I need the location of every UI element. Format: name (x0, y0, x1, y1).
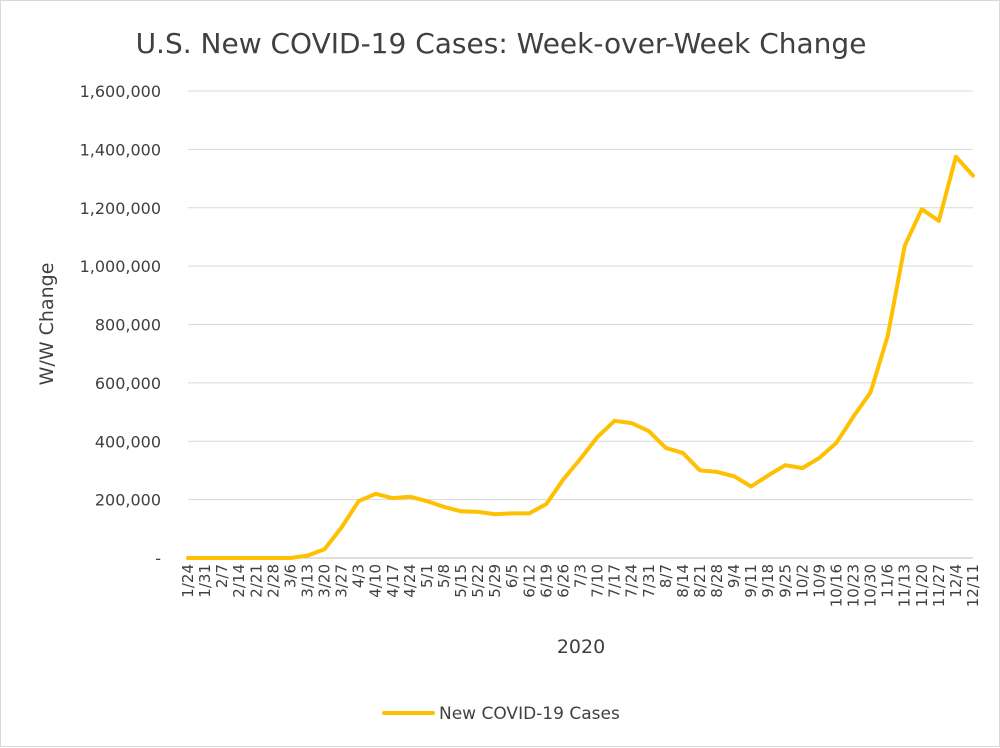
x-tick-label: 7/3 (572, 564, 590, 588)
chart-title: U.S. New COVID-19 Cases: Week-over-Week … (136, 27, 867, 60)
y-tick-label: 400,000 (95, 432, 161, 451)
x-tick-label: 4/24 (401, 564, 419, 598)
x-tick-label: 8/14 (674, 564, 692, 598)
gridlines (188, 90, 973, 501)
x-tick-label: 2/7 (213, 564, 231, 588)
x-tick-label: 12/11 (964, 564, 982, 607)
x-tick-label: 4/3 (350, 564, 368, 588)
x-tick-label: 9/25 (776, 564, 794, 598)
y-tick-label: 1,200,000 (80, 199, 161, 218)
x-tick-label: 7/10 (589, 564, 607, 598)
y-tick-label: 600,000 (95, 374, 161, 393)
x-tick-label: 11/20 (913, 564, 931, 607)
x-tick-label: 7/24 (623, 564, 641, 598)
x-tick-label: 2/28 (264, 564, 282, 598)
x-tick-label: 3/20 (316, 564, 334, 598)
x-tick-label: 5/29 (486, 564, 504, 598)
x-tick-label: 11/6 (879, 564, 897, 598)
x-tick-label: 3/6 (281, 564, 299, 588)
x-axis-title: 2020 (557, 636, 605, 658)
x-tick-label: 10/16 (827, 564, 845, 607)
y-axis-ticks: - 200,000 400,000 600,000 800,000 1,000,000 1,… (80, 82, 161, 568)
x-tick-label: 5/1 (418, 564, 436, 588)
y-tick-label: 200,000 (95, 491, 161, 510)
x-tick-label: 1/24 (179, 564, 197, 598)
x-axis-ticks: 1/24 1/31 2/7 2/14 2/21 2/28 3/6 3/13 3/20 3/27 4/… (179, 564, 982, 607)
y-tick-label: 1,000,000 (80, 257, 161, 276)
x-tick-label: 6/5 (503, 564, 521, 588)
x-tick-label: 3/27 (333, 564, 351, 598)
x-tick-label: 5/22 (469, 564, 487, 598)
x-tick-label: 9/18 (759, 564, 777, 598)
x-tick-label: 2/21 (247, 564, 265, 598)
x-tick-label: 10/2 (793, 564, 811, 598)
x-tick-label: 9/11 (742, 564, 760, 598)
x-tick-label: 5/8 (435, 564, 453, 588)
x-tick-label: 12/4 (947, 564, 965, 598)
x-tick-label: 10/30 (862, 564, 880, 607)
x-tick-label: 4/10 (367, 564, 385, 598)
x-tick-label: 8/21 (691, 564, 709, 598)
x-tick-label: 7/31 (640, 564, 658, 598)
series-lines (186, 154, 975, 560)
y-tick-label: - (155, 549, 161, 568)
y-tick-label: 800,000 (95, 316, 161, 335)
x-tick-label: 5/15 (452, 564, 470, 598)
legend[interactable]: New COVID-19 Cases (382, 704, 620, 724)
x-tick-label: 2/14 (230, 564, 248, 598)
y-tick-label: 1,400,000 (80, 140, 161, 159)
legend-label: New COVID-19 Cases (439, 704, 620, 724)
x-tick-label: 4/17 (384, 564, 402, 598)
x-tick-label: 7/17 (606, 564, 624, 598)
x-tick-label: 9/4 (725, 564, 743, 588)
x-tick-label: 1/31 (196, 564, 214, 598)
y-tick-label: 1,600,000 (80, 82, 161, 101)
y-axis-title: W/W Change (36, 263, 58, 386)
x-tick-label: 8/28 (708, 564, 726, 598)
x-tick-label: 10/23 (845, 564, 863, 607)
x-tick-label: 11/13 (896, 564, 914, 607)
x-tick-label: 6/26 (554, 564, 572, 598)
x-tick-label: 11/27 (930, 564, 948, 607)
x-tick-label: 3/13 (298, 564, 316, 598)
x-tick-label: 8/7 (657, 564, 675, 588)
x-tick-label: 10/9 (810, 564, 828, 598)
series-line (186, 154, 975, 560)
x-tick-label: 6/19 (537, 564, 555, 598)
x-tick-label: 6/12 (520, 564, 538, 598)
